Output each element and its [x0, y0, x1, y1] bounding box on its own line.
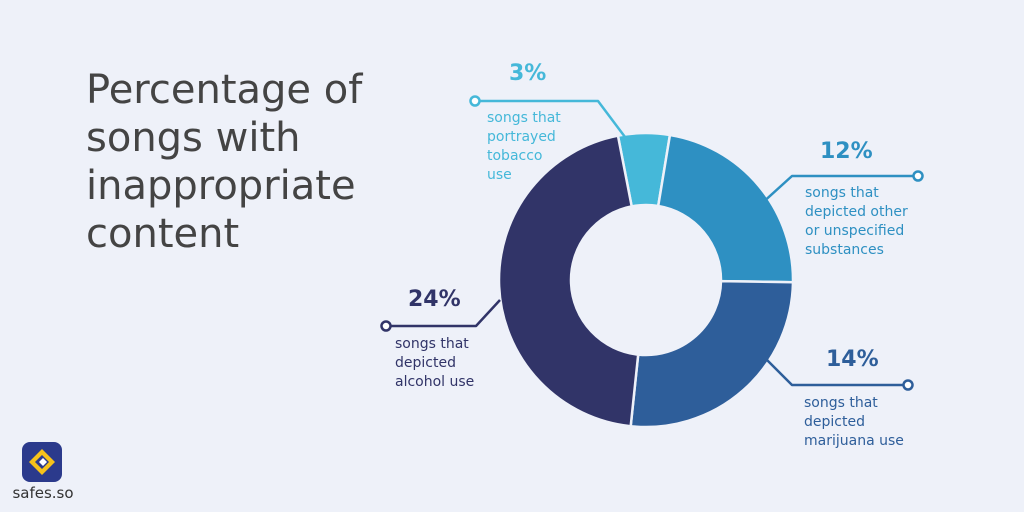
slice-description-marijuana: depicted — [804, 414, 865, 430]
slice-description-other: songs that — [805, 185, 879, 201]
slice-description-alcohol: depicted — [395, 355, 456, 371]
callout-tobacco: 3% songs that portrayed tobacco use — [469, 61, 629, 183]
slice-description-other: or unspecified — [805, 223, 904, 239]
slice-description-tobacco: tobacco — [487, 148, 542, 164]
slice-description-tobacco: songs that — [487, 110, 561, 126]
slice-description-alcohol: alcohol use — [395, 374, 474, 390]
slice-other — [656, 133, 795, 284]
callout-dot-marijuana — [902, 379, 914, 391]
slice-description-other: substances — [805, 242, 884, 258]
slice-description-tobacco: use — [487, 167, 512, 183]
data-label-marijuana: 14% — [826, 347, 879, 372]
data-label-tobacco: 3% — [509, 61, 546, 86]
callout-dot-alcohol — [380, 320, 392, 332]
leader-line-marijuana — [761, 354, 908, 387]
callout-dot-other — [912, 170, 924, 182]
brand-name: safes.so — [12, 484, 74, 502]
callout-alcohol: 24% songs that depicted alcohol use — [380, 287, 501, 390]
leader-line-tobacco — [475, 99, 629, 142]
slice-description-marijuana: marijuana use — [804, 433, 904, 449]
chart-title: Percentage of songs with inappropriate c… — [86, 67, 363, 257]
slice-alcohol — [497, 134, 640, 428]
brand-logo-icon — [22, 442, 62, 482]
slice-marijuana — [629, 279, 795, 429]
data-label-other: 12% — [820, 139, 873, 164]
leader-line-other — [759, 174, 918, 206]
callout-dot-tobacco — [469, 95, 481, 107]
data-label-alcohol: 24% — [408, 287, 461, 312]
slice-description-tobacco: portrayed — [487, 129, 556, 145]
slice-description-marijuana: songs that — [804, 395, 878, 411]
slice-description-other: depicted other — [805, 204, 908, 220]
leader-line-alcohol — [386, 299, 501, 328]
slice-description-alcohol: songs that — [395, 336, 469, 352]
callout-marijuana: 14% songs that depicted marijuana use — [761, 347, 914, 449]
callout-other: 12% songs that depicted other or unspecifie… — [759, 139, 924, 258]
